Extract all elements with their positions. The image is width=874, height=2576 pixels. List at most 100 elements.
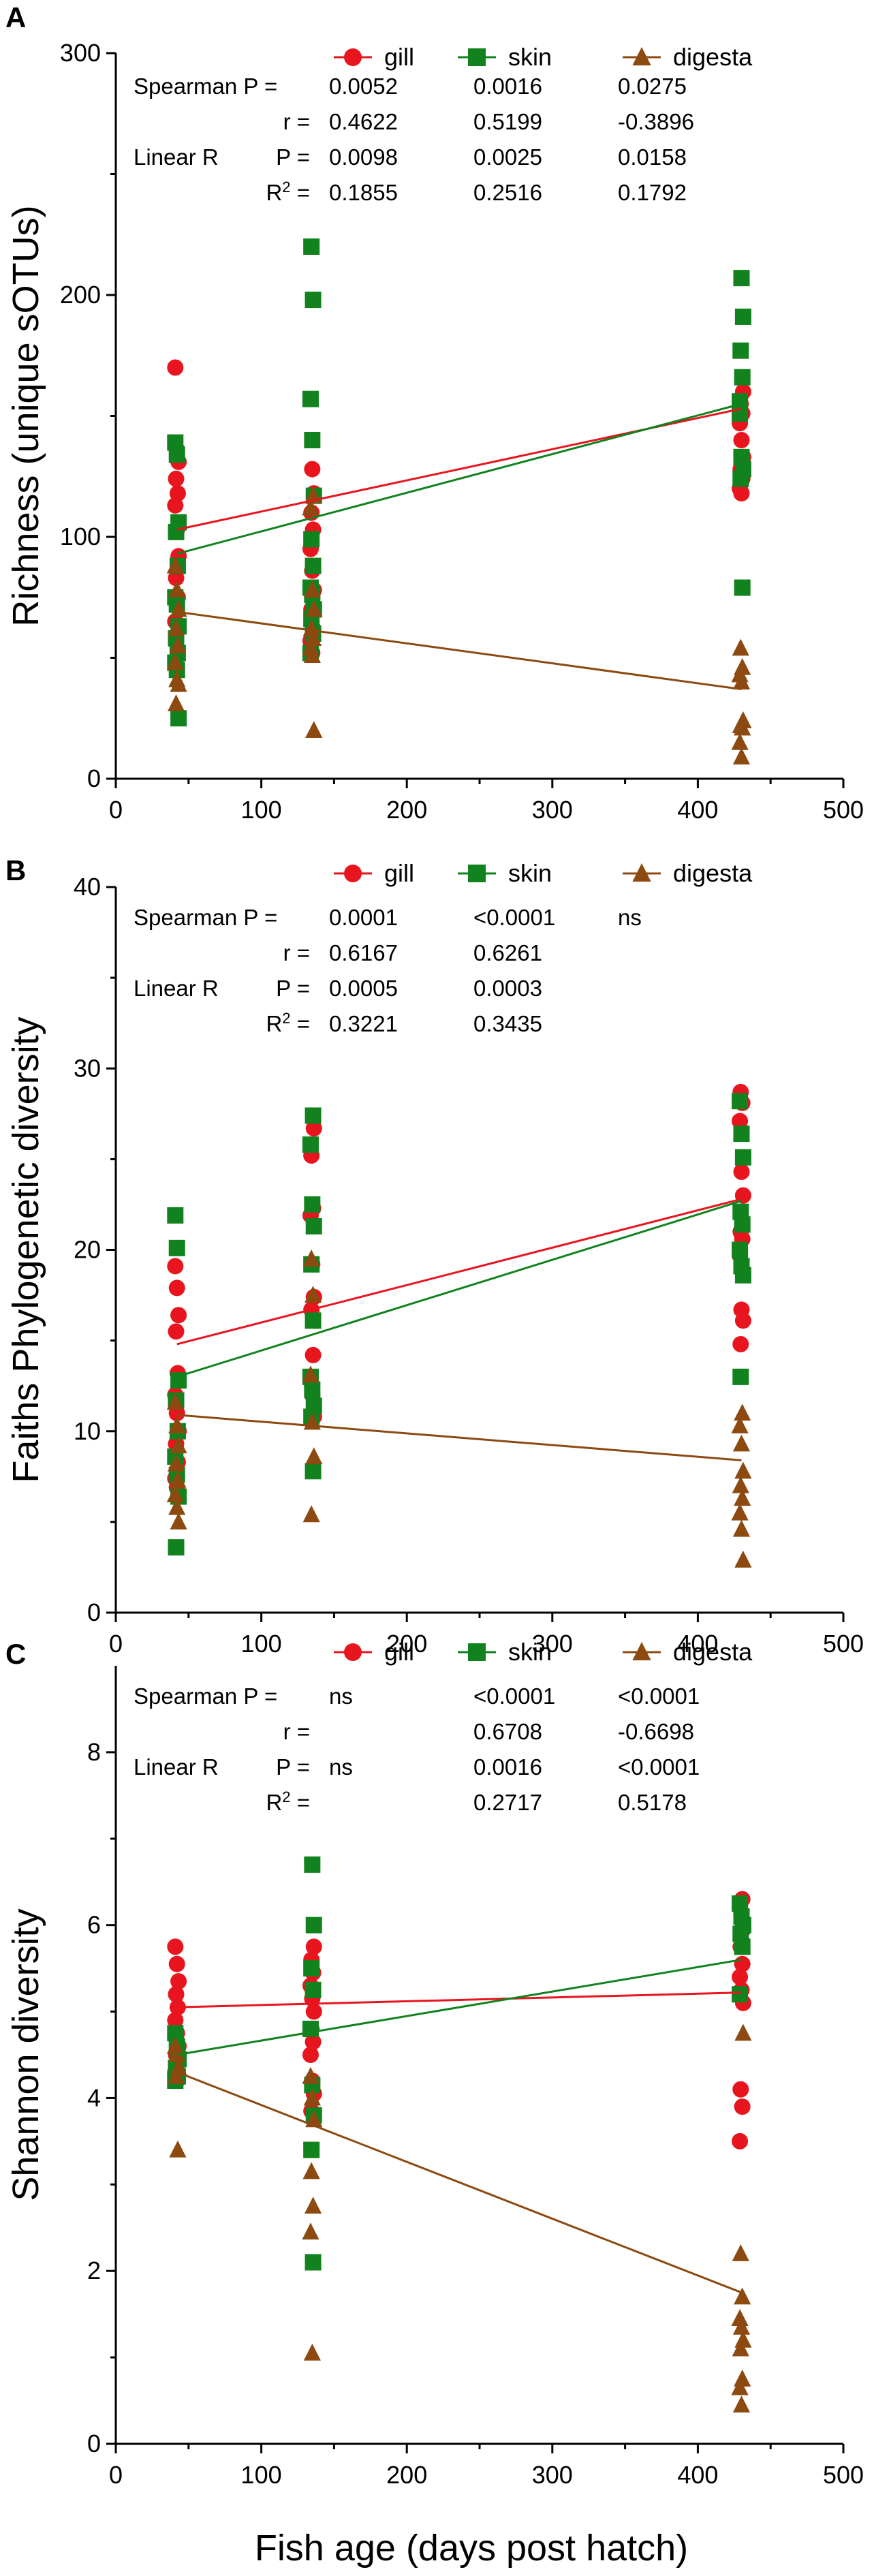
gill-point (167, 2012, 184, 2029)
x-tick-label: 0 (109, 796, 123, 824)
x-tick-label: 400 (677, 796, 718, 824)
stat-label-r: r = (283, 1719, 310, 1744)
stats-table: Spearman P = ns <0.0001 <0.0001 r = 0.6708 -0.… (134, 1683, 700, 1815)
legend-label-digesta: digesta (673, 859, 753, 887)
gill-point (732, 2132, 749, 2150)
skin-point (732, 1368, 749, 1385)
x-tick-label: 100 (241, 2461, 282, 2489)
y-tick-label: 6 (87, 1911, 101, 1939)
panel-label: C (5, 1638, 26, 1670)
stat-label-spearman: Spearman P = (134, 1683, 277, 1709)
skin-point (168, 1239, 185, 1256)
stat-label-spearman: Spearman P = (134, 74, 277, 99)
stat-label-linear: Linear R (134, 144, 219, 170)
stat-linear-p-skin: 0.0016 (473, 1754, 542, 1780)
skin-point (303, 1960, 320, 1977)
digesta-point (166, 1485, 184, 1502)
stat-spearman-r-gill: 0.6167 (329, 940, 398, 965)
digesta-point (734, 1461, 752, 1479)
series-gill (167, 1891, 751, 2150)
stat-linear-p-digesta: <0.0001 (618, 1754, 700, 1780)
legend-marker-gill (344, 48, 362, 66)
stat-label-r2: R2 = (266, 179, 310, 206)
skin-point (304, 1856, 321, 1873)
gill-point (304, 461, 321, 478)
skin-point (303, 238, 320, 255)
x-tick-label: 200 (386, 2461, 427, 2489)
digesta-point (305, 600, 323, 617)
gill-point (167, 1938, 184, 1955)
legend-label-gill: gill (384, 43, 414, 71)
digesta-point (731, 1416, 749, 1433)
digesta-point (166, 2036, 184, 2054)
stat-spearman-p-skin: <0.0001 (473, 905, 555, 930)
series-digesta (166, 2023, 752, 2412)
legend-marker-digesta (632, 47, 651, 65)
gill-point (167, 1258, 184, 1275)
digesta-point (734, 718, 751, 736)
legend-marker-skin (468, 1643, 486, 1661)
gill-point (168, 1955, 185, 1972)
stat-spearman-r-gill: 0.4622 (329, 109, 398, 134)
stats-table: Spearman P = 0.0052 0.0016 0.0275 r = 0.4622 0… (134, 74, 694, 205)
skin-point (732, 470, 749, 487)
digesta-point (732, 638, 749, 656)
digesta-point (166, 556, 184, 574)
gill-point (168, 1323, 185, 1340)
y-tick-label: 200 (60, 281, 101, 309)
stat-linear-p-gill: 0.0098 (329, 144, 398, 170)
y-axis-title: Faiths Phylogenetic diversity (5, 1017, 46, 1483)
gill-point (170, 1973, 187, 1990)
skin-fit-line (176, 1958, 742, 2056)
digesta-point (734, 2287, 751, 2305)
x-axis-title: Fish age (days post hatch) (255, 2528, 688, 2569)
skin-point (305, 1981, 322, 1998)
legend-marker-gill (344, 1643, 362, 1661)
digesta-point (167, 694, 185, 711)
skin-point (305, 1217, 322, 1235)
digesta-point (305, 1447, 323, 1465)
legend-label-digesta: digesta (673, 43, 753, 71)
legend-label-skin: skin (508, 43, 552, 71)
digesta-point (303, 646, 321, 663)
y-tick-label: 40 (74, 873, 101, 901)
y-tick-label: 0 (87, 2430, 101, 2457)
y-tick-label: 10 (74, 1417, 101, 1445)
r2-superscript: 2 (282, 179, 290, 196)
skin-point (303, 531, 320, 548)
digesta-fit-line (176, 610, 742, 691)
x-tick-label: 500 (823, 796, 864, 824)
digesta-point (167, 2066, 185, 2084)
r2-equals: = (291, 1790, 310, 1815)
stat-r-squared-skin: 0.2516 (473, 180, 542, 205)
digesta-point (732, 1434, 751, 1452)
digesta-point (731, 2309, 749, 2327)
y-tick-label: 30 (74, 1054, 101, 1082)
digesta-point (732, 1519, 751, 1537)
stat-linear-p-skin: 0.0025 (473, 144, 542, 170)
r2-letter: R (266, 180, 282, 205)
digesta-point (302, 2066, 319, 2084)
digesta-point (302, 1505, 320, 1523)
digesta-point (302, 2222, 319, 2240)
stat-spearman-r-skin: 0.6261 (473, 940, 542, 965)
digesta-point (166, 653, 184, 670)
panel-label: A (5, 1, 26, 33)
skin-point (305, 1312, 322, 1329)
digesta-fit-line (176, 2070, 743, 2294)
digesta-point (732, 2317, 751, 2335)
skin-point (734, 1938, 751, 1955)
gill-point (732, 1113, 749, 1130)
digesta-point (305, 721, 323, 739)
digesta-point (169, 636, 187, 653)
legend-label-skin: skin (508, 859, 552, 887)
skin-point (167, 1207, 184, 1224)
skin-point (733, 270, 750, 287)
gill-point (168, 1986, 185, 2003)
skin-point (304, 1381, 321, 1398)
y-tick-label: 4 (87, 2083, 101, 2111)
